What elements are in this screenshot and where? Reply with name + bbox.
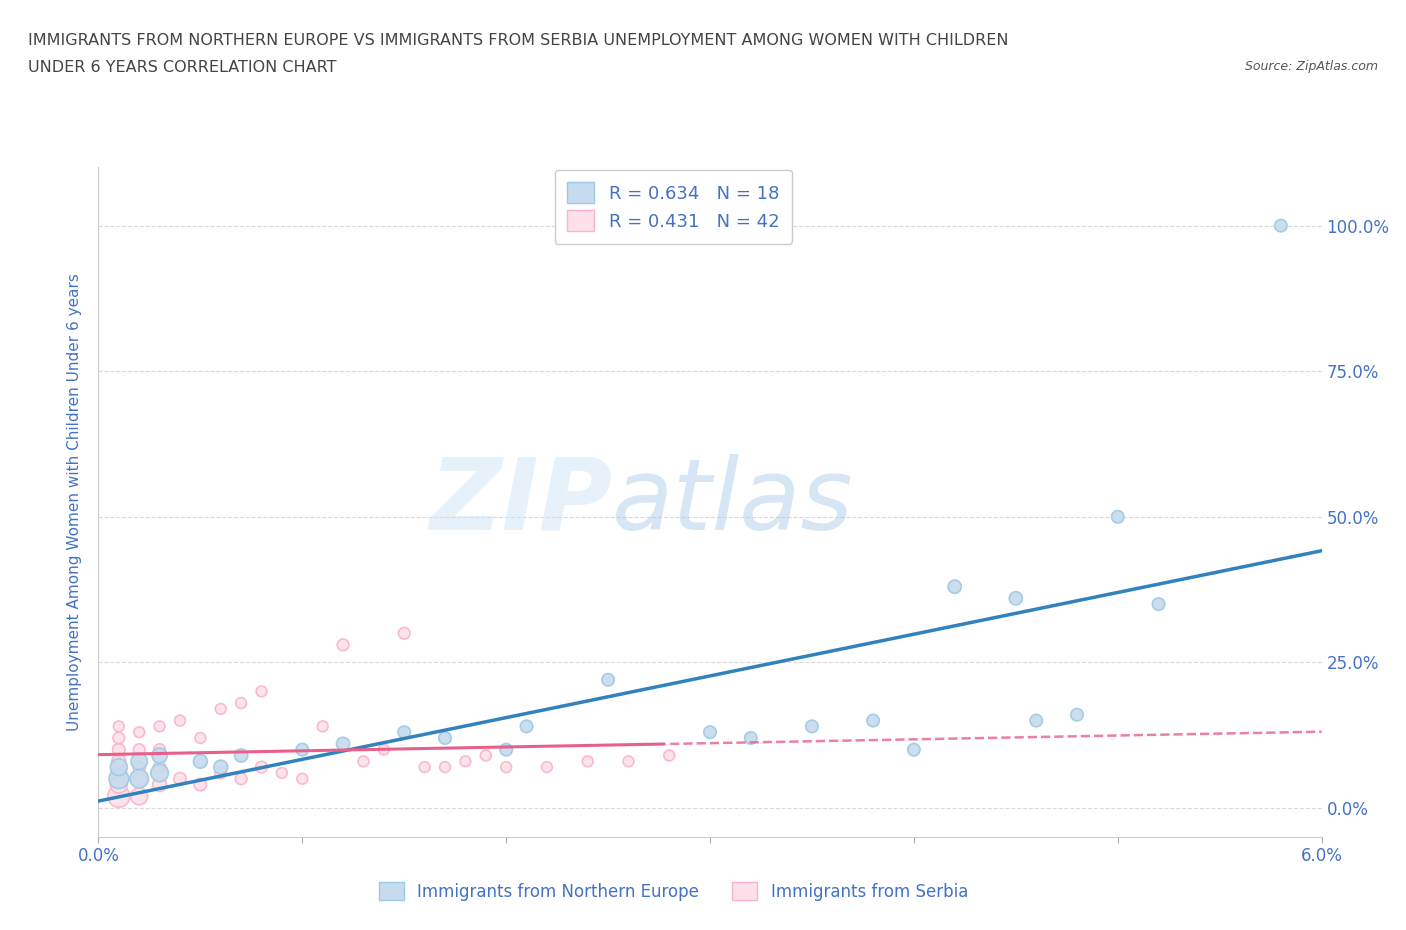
Point xyxy=(169,771,191,786)
Point xyxy=(149,742,172,757)
Point xyxy=(108,742,131,757)
Point xyxy=(128,754,150,769)
Point xyxy=(392,724,416,739)
Point xyxy=(1147,597,1170,612)
Point xyxy=(536,760,558,775)
Point xyxy=(352,754,374,769)
Point xyxy=(598,672,620,687)
Point xyxy=(433,760,456,775)
Text: ZIP: ZIP xyxy=(429,454,612,551)
Point xyxy=(270,765,292,780)
Point xyxy=(128,742,150,757)
Point xyxy=(149,777,172,792)
Point xyxy=(433,731,456,746)
Point xyxy=(231,771,253,786)
Point xyxy=(169,713,191,728)
Point xyxy=(699,724,721,739)
Point xyxy=(149,765,172,780)
Point xyxy=(209,701,232,716)
Point xyxy=(231,748,253,763)
Point xyxy=(516,719,538,734)
Point xyxy=(740,731,762,746)
Point xyxy=(373,742,395,757)
Point xyxy=(108,760,131,775)
Y-axis label: Unemployment Among Women with Children Under 6 years: Unemployment Among Women with Children U… xyxy=(66,273,82,731)
Point xyxy=(413,760,436,775)
Point xyxy=(495,742,517,757)
Point xyxy=(108,754,131,769)
Point xyxy=(392,626,416,641)
Point xyxy=(250,684,273,698)
Point xyxy=(474,748,498,763)
Point xyxy=(209,765,232,780)
Point xyxy=(128,789,150,804)
Point xyxy=(495,760,517,775)
Text: atlas: atlas xyxy=(612,454,853,551)
Point xyxy=(108,765,131,780)
Point xyxy=(188,754,212,769)
Point xyxy=(332,737,354,751)
Point xyxy=(1107,510,1129,525)
Point xyxy=(231,696,253,711)
Point xyxy=(1066,708,1088,723)
Text: UNDER 6 YEARS CORRELATION CHART: UNDER 6 YEARS CORRELATION CHART xyxy=(28,60,336,75)
Point xyxy=(862,713,884,728)
Point xyxy=(576,754,599,769)
Point xyxy=(108,789,131,804)
Point xyxy=(903,742,925,757)
Point xyxy=(108,719,131,734)
Point xyxy=(128,760,150,775)
Point xyxy=(617,754,640,769)
Point xyxy=(188,731,212,746)
Point xyxy=(1270,219,1292,233)
Point xyxy=(291,771,314,786)
Text: IMMIGRANTS FROM NORTHERN EUROPE VS IMMIGRANTS FROM SERBIA UNEMPLOYMENT AMONG WOM: IMMIGRANTS FROM NORTHERN EUROPE VS IMMIG… xyxy=(28,33,1008,47)
Point xyxy=(801,719,824,734)
Point xyxy=(943,579,966,594)
Point xyxy=(128,771,150,786)
Point xyxy=(291,742,314,757)
Point xyxy=(108,771,131,786)
Legend: Immigrants from Northern Europe, Immigrants from Serbia: Immigrants from Northern Europe, Immigra… xyxy=(370,873,976,909)
Point xyxy=(658,748,681,763)
Point xyxy=(1025,713,1047,728)
Point xyxy=(128,771,150,786)
Point xyxy=(149,748,172,763)
Point xyxy=(250,760,273,775)
Point xyxy=(149,760,172,775)
Point xyxy=(108,731,131,746)
Point xyxy=(108,777,131,792)
Point xyxy=(454,754,477,769)
Point xyxy=(1004,591,1026,605)
Point xyxy=(311,719,335,734)
Point xyxy=(332,637,354,652)
Point xyxy=(209,760,232,775)
Point xyxy=(128,724,150,739)
Text: Source: ZipAtlas.com: Source: ZipAtlas.com xyxy=(1244,60,1378,73)
Point xyxy=(188,777,212,792)
Point xyxy=(149,719,172,734)
